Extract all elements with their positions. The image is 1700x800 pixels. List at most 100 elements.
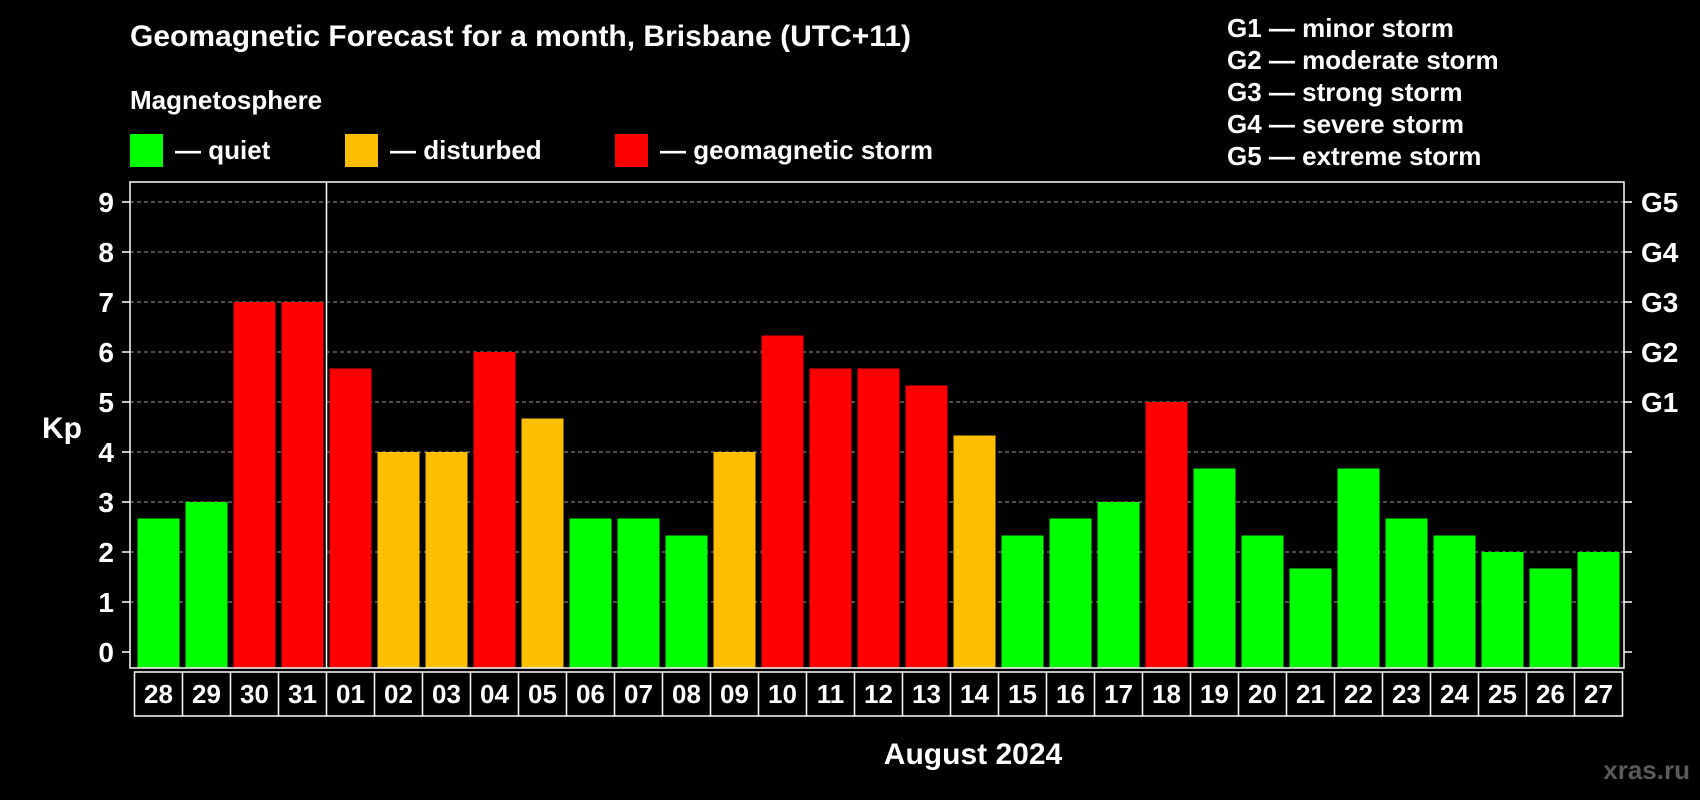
bar-28 [137,518,180,668]
x-tick-label-07: 07 [624,679,653,709]
x-tick-label-30: 30 [240,679,269,709]
bar-16 [1049,518,1092,668]
watermark: xras.ru [1603,755,1690,785]
x-tick-label-13: 13 [912,679,941,709]
x-tick-label-19: 19 [1200,679,1229,709]
bar-15 [1001,535,1044,668]
y-tick-label-3: 3 [98,487,114,518]
x-tick-label-31: 31 [288,679,317,709]
bar-01 [329,368,372,668]
storm-scale-g3: G3 — strong storm [1227,77,1463,107]
x-tick-label-25: 25 [1488,679,1517,709]
legend-item-storm: — geomagnetic storm [615,133,933,167]
x-tick-label-03: 03 [432,679,461,709]
legend-subtitle: Magnetosphere [130,85,323,115]
x-tick-label-26: 26 [1536,679,1565,709]
storm-scale-list: G1 — minor storm G2 — moderate storm G3 … [1227,12,1499,172]
x-tick-label-05: 05 [528,679,557,709]
x-tick-label-16: 16 [1056,679,1085,709]
bar-24 [1433,535,1476,668]
y-axis-label: Kp [42,412,82,445]
bar-19 [1193,468,1236,668]
x-tick-label-20: 20 [1248,679,1277,709]
x-tick-label-12: 12 [864,679,893,709]
x-tick-label-24: 24 [1440,679,1469,709]
y-tick-label-1: 1 [98,587,114,618]
bar-09 [713,452,756,668]
legend-swatch-storm [615,133,648,167]
x-tick-label-04: 04 [480,679,509,709]
chart-title: Geomagnetic Forecast for a month, Brisba… [130,20,912,53]
x-tick-label-08: 08 [672,679,701,709]
x-tick-label-11: 11 [817,679,845,709]
x-tick-label-21: 21 [1296,679,1325,709]
bar-30 [233,302,276,668]
x-tick-label-14: 14 [960,679,989,709]
x-tick-label-01: 01 [336,679,365,709]
plot-frame [129,181,1625,669]
x-tick-label-27: 27 [1584,679,1613,709]
legend-item-quiet: — quiet [130,133,270,167]
right-tick-label-G4: G4 [1641,237,1679,268]
right-tick-label-G3: G3 [1641,287,1678,318]
y-tick-label-9: 9 [98,187,114,218]
bar-10 [761,335,804,668]
bar-05 [521,418,564,668]
x-tick-label-28: 28 [144,679,173,709]
y-tick-label-7: 7 [98,287,114,318]
y-tick-label-0: 0 [98,637,114,668]
bar-23 [1385,518,1428,668]
x-tick-label-02: 02 [384,679,413,709]
bar-25 [1481,552,1524,668]
legend-label-disturbed: — disturbed [390,134,542,165]
y-tick-label-2: 2 [98,537,114,568]
bar-22 [1337,468,1380,668]
x-tick-label-10: 10 [768,679,797,709]
right-tick-label-G5: G5 [1641,187,1678,218]
bar-07 [617,518,660,668]
x-tick-label-15: 15 [1008,679,1037,709]
bar-11 [809,368,852,668]
y-tick-label-6: 6 [98,337,114,368]
bar-31 [281,302,324,668]
x-axis-label: August 2024 [884,738,1063,771]
bar-27 [1577,552,1620,668]
bar-02 [377,452,420,668]
bar-08 [665,535,708,668]
bar-17 [1097,502,1140,668]
y-tick-label-5: 5 [98,387,114,418]
y-tick-label-8: 8 [98,237,114,268]
storm-scale-g1: G1 — minor storm [1227,13,1454,43]
bar-03 [425,452,468,668]
x-tick-label-06: 06 [576,679,605,709]
storm-scale-g2: G2 — moderate storm [1227,45,1499,75]
x-tick-label-17: 17 [1104,679,1133,709]
legend-swatch-disturbed [345,133,378,167]
bar-26 [1529,568,1572,668]
right-tick-label-G1: G1 [1641,387,1678,418]
bar-29 [185,502,228,668]
storm-scale-g4: G4 — severe storm [1227,109,1465,139]
legend-swatch-quiet [130,133,163,167]
bar-12 [857,368,900,668]
bar-14 [953,435,996,668]
x-tick-label-18: 18 [1152,679,1181,709]
y-tick-label-4: 4 [98,437,114,468]
x-tick-label-29: 29 [192,679,221,709]
legend-label-quiet: — quiet [175,134,271,165]
x-tick-label-22: 22 [1344,679,1373,709]
bar-04 [473,352,516,668]
bar-20 [1241,535,1284,668]
bar-21 [1289,568,1332,668]
storm-scale-g5: G5 — extreme storm [1227,141,1482,171]
legend-item-disturbed: — disturbed [345,133,542,167]
bar-18 [1145,402,1188,668]
x-tick-label-09: 09 [720,679,749,709]
bar-13 [905,385,948,668]
right-tick-label-G2: G2 [1641,337,1678,368]
legend-label-storm: — geomagnetic storm [660,134,934,165]
x-tick-label-23: 23 [1392,679,1421,709]
bar-06 [569,518,612,668]
category-box [133,671,1624,717]
